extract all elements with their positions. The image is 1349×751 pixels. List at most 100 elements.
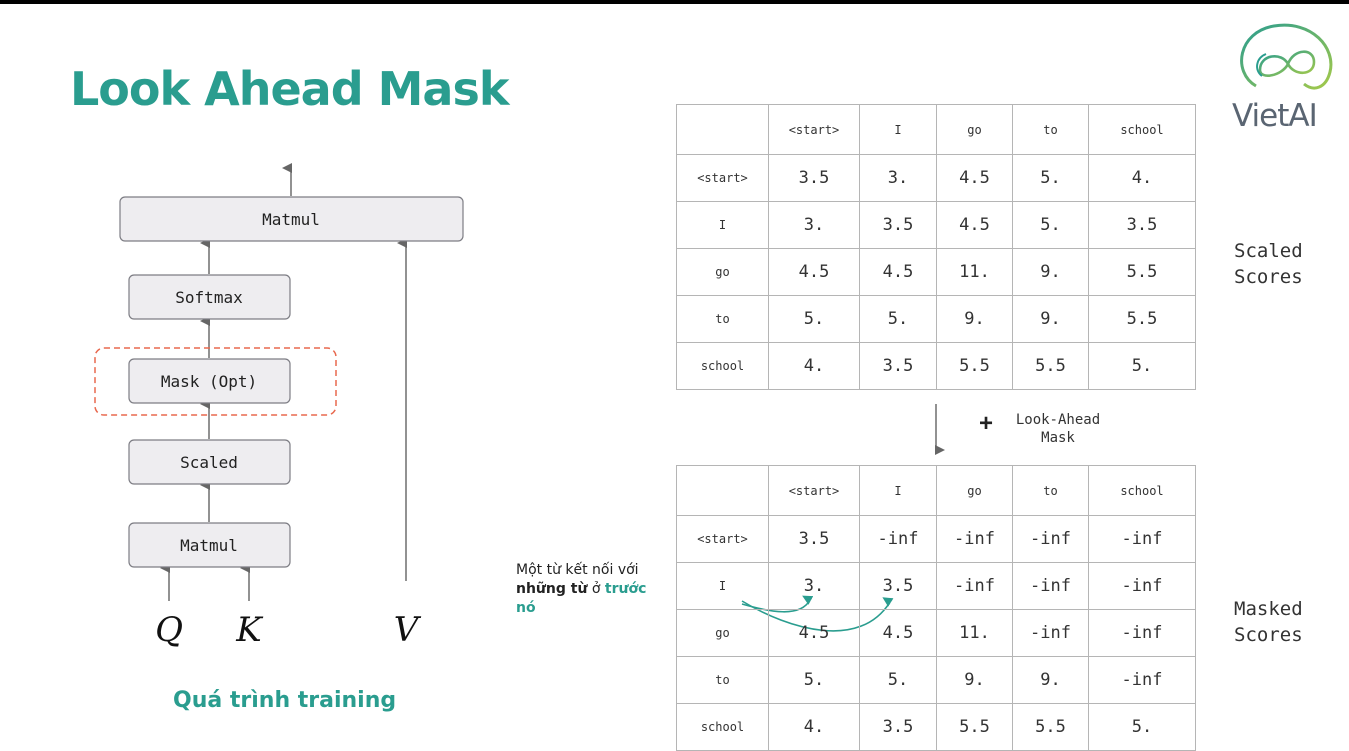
score-cell: -inf	[1012, 562, 1089, 610]
header-cell	[676, 465, 769, 516]
masked-scores-label: Masked Scores	[1234, 596, 1303, 648]
header-cell: to	[1012, 104, 1089, 155]
table-row: I 3. 3.5 4.5 5. 3.5	[676, 201, 1196, 249]
score-cell: 5.	[1088, 703, 1196, 751]
row-header-cell: go	[676, 248, 769, 296]
diagram-caption: Quá trình training	[173, 688, 397, 713]
score-cell: -inf	[1088, 609, 1196, 657]
score-cell: 9.	[1012, 295, 1089, 343]
mask-label: Mask (Opt)	[161, 372, 257, 391]
q-label: Q	[155, 610, 183, 650]
score-cell: 5.5	[1012, 703, 1089, 751]
score-cell: 5.5	[936, 342, 1013, 390]
score-cell: 3.5	[859, 562, 937, 610]
score-cell: 4.	[768, 342, 860, 390]
row-header-cell: to	[676, 295, 769, 343]
score-cell: 3.5	[768, 515, 860, 563]
score-cell: 9.	[936, 295, 1013, 343]
score-cell: -inf	[1012, 515, 1089, 563]
score-cell: 4.5	[936, 154, 1013, 202]
table-header-row: <start> I go to school	[676, 465, 1196, 516]
slide-title: Look Ahead Mask	[70, 62, 509, 116]
table-row: <start> 3.5 -inf -inf -inf -inf	[676, 515, 1196, 563]
score-cell: 9.	[936, 656, 1013, 704]
softmax-box	[128, 274, 291, 320]
row-header-cell: school	[676, 703, 769, 751]
row-header-cell: to	[676, 656, 769, 704]
scaled-label-line2: Scores	[1234, 266, 1303, 288]
note-text-highlight: trước nó	[516, 581, 647, 616]
annotation-note: Một từ kết nối với những từ ở trước nó	[516, 561, 656, 618]
score-cell: 5.	[1088, 342, 1196, 390]
table-row: go 4.5 4.5 11. -inf -inf	[676, 609, 1196, 657]
score-cell: 9.	[1012, 248, 1089, 296]
score-cell: 3.5	[1088, 201, 1196, 249]
score-cell: 3.5	[768, 154, 860, 202]
score-cell: 5.5	[1088, 295, 1196, 343]
score-cell: 5.	[859, 656, 937, 704]
mask-box	[128, 358, 291, 404]
scaled-scores-label: Scaled Scores	[1234, 238, 1303, 290]
k-label: K	[235, 610, 264, 650]
matmul-bottom-box	[128, 522, 291, 568]
table-row: I 3. 3.5 -inf -inf -inf	[676, 562, 1196, 610]
score-cell: 5.	[768, 295, 860, 343]
scaled-scores-table: <start> I go to school <start> 3.5 3. 4.…	[676, 104, 1196, 390]
score-cell: 5.5	[1012, 342, 1089, 390]
score-cell: -inf	[859, 515, 937, 563]
score-cell: 4.	[1088, 154, 1196, 202]
table-header-row: <start> I go to school	[676, 104, 1196, 155]
plus-sign: +	[979, 410, 994, 437]
scaled-box	[128, 439, 291, 485]
matmul-top-box	[119, 196, 464, 242]
table-row: school 4. 3.5 5.5 5.5 5.	[676, 342, 1196, 390]
table-row: to 5. 5. 9. 9. 5.5	[676, 295, 1196, 343]
score-cell: 4.5	[859, 248, 937, 296]
score-cell: -inf	[1088, 562, 1196, 610]
score-cell: 5.	[1012, 154, 1089, 202]
look-ahead-mask-label: Look-Ahead Mask	[1008, 411, 1108, 447]
score-cell: -inf	[1088, 656, 1196, 704]
score-cell: 5.	[768, 656, 860, 704]
score-cell: 3.	[768, 201, 860, 249]
matmul-top-label: Matmul	[262, 210, 320, 229]
score-cell: 3.	[859, 154, 937, 202]
score-cell: -inf	[936, 562, 1013, 610]
score-cell: -inf	[936, 515, 1013, 563]
header-cell: to	[1012, 465, 1089, 516]
scaled-label-line1: Scaled	[1234, 240, 1303, 262]
row-header-cell: <start>	[676, 154, 769, 202]
top-bar	[0, 0, 1349, 4]
row-header-cell: I	[676, 562, 769, 610]
table-row: to 5. 5. 9. 9. -inf	[676, 656, 1196, 704]
score-cell: 11.	[936, 609, 1013, 657]
look-ahead-line2: Mask	[1041, 430, 1075, 446]
scaled-label: Scaled	[180, 453, 238, 472]
row-header-cell: go	[676, 609, 769, 657]
header-cell: <start>	[768, 465, 860, 516]
mask-highlight-box	[94, 347, 337, 416]
score-cell: 5.5	[936, 703, 1013, 751]
masked-label-line1: Masked	[1234, 598, 1303, 620]
attention-diagram: Matmul Softmax Mask (Opt) Scaled Matmul …	[94, 163, 464, 650]
masked-scores-table: <start> I go to school <start> 3.5 -inf …	[676, 465, 1196, 751]
row-header-cell: I	[676, 201, 769, 249]
score-cell: 5.	[1012, 201, 1089, 249]
note-text-bold: những từ	[516, 581, 588, 597]
row-header-cell: school	[676, 342, 769, 390]
table-row: school 4. 3.5 5.5 5.5 5.	[676, 703, 1196, 751]
score-cell: 5.5	[1088, 248, 1196, 296]
header-cell: school	[1088, 465, 1196, 516]
note-text-1: Một từ kết nối với	[516, 562, 639, 578]
masked-label-line2: Scores	[1234, 624, 1303, 646]
matmul-bottom-label: Matmul	[180, 536, 238, 555]
score-cell: 3.5	[859, 342, 937, 390]
table-row: go 4.5 4.5 11. 9. 5.5	[676, 248, 1196, 296]
score-cell: -inf	[1088, 515, 1196, 563]
score-cell: 9.	[1012, 656, 1089, 704]
header-cell: I	[859, 104, 937, 155]
row-header-cell: <start>	[676, 515, 769, 563]
softmax-label: Softmax	[175, 288, 243, 307]
look-ahead-line1: Look-Ahead	[1015, 412, 1101, 428]
header-cell: go	[936, 104, 1013, 155]
